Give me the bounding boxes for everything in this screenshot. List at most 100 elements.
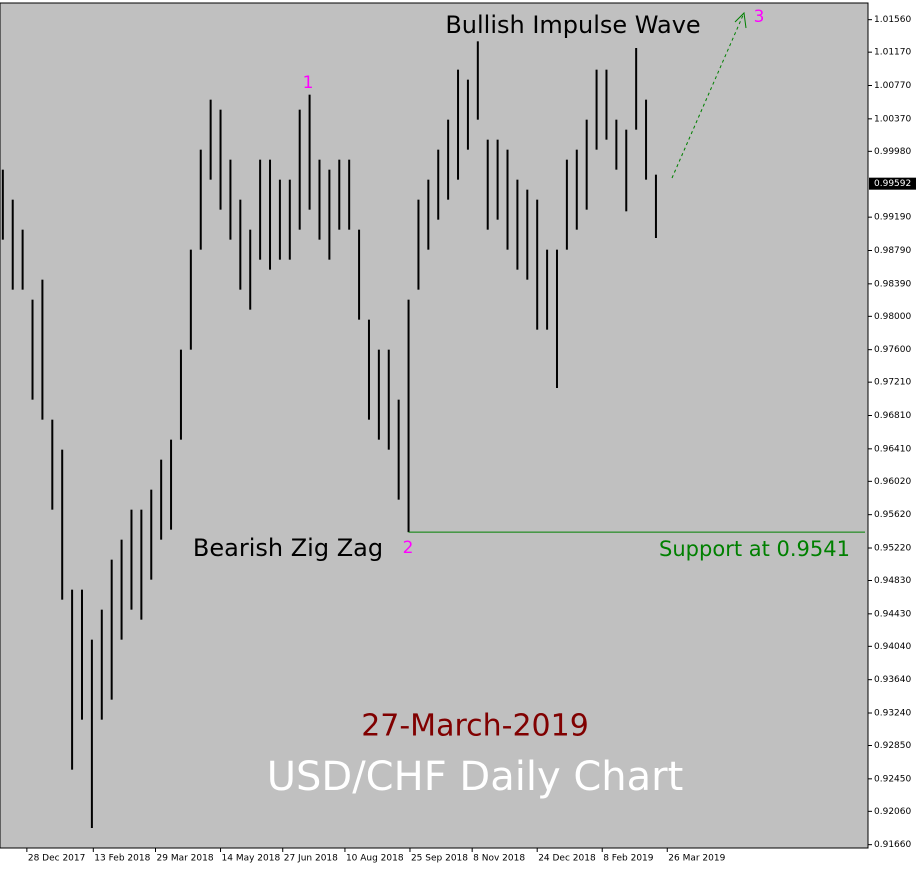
price-bar [31,299,34,400]
x-tick-label: 10 Aug 2018 [346,854,404,864]
price-bar [645,99,648,180]
annotation: Bearish Zig Zag [193,534,383,562]
y-tick-label: 0.96810 [874,411,911,421]
x-tick-label: 26 Mar 2019 [668,854,725,864]
price-bar [526,189,529,280]
price-bar [546,249,549,330]
price-bar [130,509,133,610]
y-tick-label: 0.98390 [874,279,911,289]
price-bar [170,439,173,530]
price-bar [308,94,311,210]
support-label: Support at 0.9541 [659,537,850,561]
price-bar [120,539,123,640]
last-price-label: 0.99592 [874,179,911,189]
price-bar [635,48,638,130]
price-bar [80,589,83,720]
price-bar [486,139,489,230]
price-bar [160,459,163,540]
y-tick-label: 0.95620 [874,510,911,520]
y-tick-label: 0.93240 [874,709,911,719]
price-bar [516,179,519,270]
price-bar [269,159,272,270]
wave-label: 2 [403,538,414,558]
price-bar [41,279,44,420]
price-bar [278,179,281,260]
x-tick-label: 28 Dec 2017 [28,854,86,864]
price-bar [338,159,341,230]
y-tick-label: 1.00770 [874,81,911,91]
annotation: Bullish Impulse Wave [445,11,700,39]
arrow-head [734,11,747,29]
price-bar [447,119,450,200]
price-bar [605,69,608,140]
y-tick-label: 0.95220 [874,544,911,554]
price-bar [407,299,410,533]
price-bar [71,589,74,770]
price-bar [259,159,262,260]
price-bar [318,159,321,240]
price-bar [150,489,153,580]
y-tick-label: 1.00370 [874,114,911,124]
price-bar [219,109,222,210]
price-bar [654,174,657,238]
price-bar [387,349,390,450]
x-tick-label: 29 Mar 2018 [157,854,214,864]
price-bar [457,69,460,180]
y-tick-label: 0.92060 [874,807,911,817]
price-bar [140,509,143,620]
price-bar [110,559,113,700]
y-tick-label: 0.97210 [874,378,911,388]
price-bar [367,319,370,420]
price-bar [496,139,499,220]
price-bar [476,41,479,120]
x-tick-label: 25 Sep 2018 [411,854,468,864]
x-tick-label: 8 Nov 2018 [473,854,525,864]
price-bar [229,159,232,240]
y-tick-label: 0.98790 [874,246,911,256]
y-tick-label: 0.94430 [874,609,911,619]
price-bar [298,109,301,230]
wave-label: 1 [303,73,314,93]
wave-label: 3 [754,7,765,27]
price-bar [199,149,202,250]
y-tick-label: 0.98000 [874,312,911,322]
y-tick-label: 0.92850 [874,741,911,751]
price-bar [348,159,351,230]
y-tick-label: 0.97600 [874,345,911,355]
price-bar [506,149,509,250]
x-tick-label: 14 May 2018 [222,854,281,864]
x-tick-label: 27 Jun 2018 [284,854,338,864]
price-bar [288,179,291,260]
price-bar [51,419,54,510]
price-bar [11,199,14,290]
y-tick-label: 0.91660 [874,840,911,850]
price-bar [179,349,182,440]
chart-subtitle: 27-March-2019 [361,709,589,744]
price-bar [90,639,93,828]
x-tick-label: 24 Dec 2018 [538,854,596,864]
y-tick-label: 1.01560 [874,15,911,25]
y-tick-label: 0.92450 [874,774,911,784]
last-price-box [869,177,916,190]
y-tick-label: 0.99190 [874,213,911,223]
y-tick-label: 0.94830 [874,576,911,586]
price-bar [555,249,558,388]
price-bar [565,159,568,250]
plot-area [0,2,869,849]
price-bar [417,199,420,290]
price-bar [575,149,578,230]
price-bar [61,449,64,600]
price-bar [595,69,598,150]
price-bar [427,179,430,250]
price-bar [358,229,361,320]
x-tick-label: 8 Feb 2019 [603,854,654,864]
y-tick-label: 0.96020 [874,477,911,487]
price-bar [189,249,192,350]
price-bar [466,79,469,150]
price-bar [397,399,400,500]
chart-title: USD/CHF Daily Chart [267,754,684,800]
y-tick-label: 1.01170 [874,48,911,58]
price-bar [585,119,588,210]
x-tick-label: 13 Feb 2018 [94,854,150,864]
